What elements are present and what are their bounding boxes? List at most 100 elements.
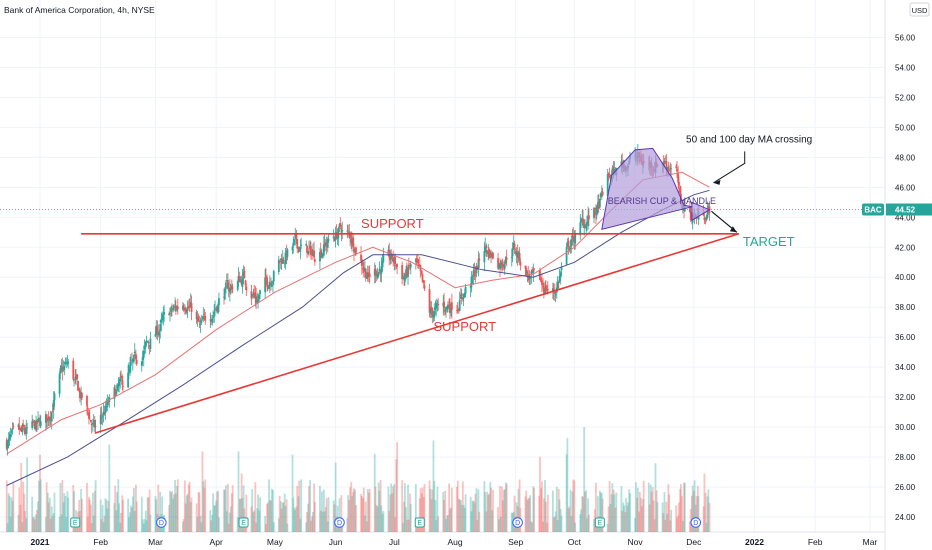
candle-body: [259, 290, 261, 295]
volume-bar: [680, 484, 682, 532]
candle-body: [51, 411, 54, 413]
volume-bar: [461, 481, 464, 532]
volume-bar: [284, 505, 287, 532]
volume-bar: [622, 502, 625, 532]
volume-bar: [486, 491, 489, 532]
volume-bar: [434, 500, 437, 532]
candle-body: [611, 168, 614, 175]
volume-bar: [307, 503, 310, 532]
candle-body: [296, 238, 299, 249]
earnings-marker[interactable]: E: [594, 517, 605, 528]
candle-body: [593, 207, 595, 218]
volume-bar: [430, 499, 433, 532]
candle-body: [566, 242, 569, 247]
candle-body: [669, 170, 672, 171]
volume-bar: [277, 518, 280, 532]
candle-body: [182, 307, 185, 309]
volume-bar: [654, 463, 657, 532]
volume-bar: [187, 484, 190, 532]
currency-button[interactable]: USD: [909, 2, 930, 17]
volume-bar: [666, 513, 669, 532]
candle-body: [266, 285, 269, 289]
candle-body: [92, 420, 95, 422]
volume-bar: [447, 514, 449, 532]
candle-body: [75, 376, 77, 380]
volume-bar: [375, 505, 378, 532]
earnings-marker[interactable]: E: [70, 517, 81, 528]
volume-bar: [131, 496, 134, 532]
volume-bar: [626, 505, 629, 532]
volume-bar: [394, 517, 397, 532]
candle-body: [542, 288, 545, 293]
volume-bar: [638, 511, 640, 532]
candle-body: [689, 211, 692, 220]
candle-body: [367, 272, 370, 275]
candle-body: [499, 261, 502, 268]
candle-body: [416, 259, 419, 264]
candle-body: [48, 418, 51, 422]
earnings-marker[interactable]: E: [238, 517, 249, 528]
time-axis[interactable]: 2021 Feb Mar Apr May Jun Jul Aug Sep Oct Nov Dec 202…: [31, 537, 878, 547]
volume-bar: [492, 489, 494, 532]
volume-bar: [556, 519, 559, 532]
volume-bar: [499, 516, 502, 532]
volume-bar: [122, 499, 124, 532]
volume-bar: [435, 519, 438, 532]
candle-body: [497, 264, 500, 269]
x-tick-label: 2022: [745, 537, 764, 547]
volume-bar: [667, 484, 670, 532]
volume-bar: [681, 496, 683, 532]
candle-body: [497, 258, 499, 269]
volume-bar: [227, 483, 229, 532]
dividend-marker[interactable]: D: [334, 517, 345, 528]
volume-bar: [214, 505, 216, 532]
candle-body: [608, 174, 611, 178]
volume-bar: [65, 516, 68, 532]
volume-bar: [32, 517, 34, 532]
candle-body: [421, 273, 424, 282]
dividend-marker[interactable]: D: [690, 517, 702, 528]
dividend-marker[interactable]: D: [156, 517, 167, 528]
volume-bar: [679, 489, 682, 532]
volume-bar: [257, 494, 259, 532]
earnings-marker[interactable]: E: [414, 517, 425, 528]
volume-bar: [218, 517, 220, 532]
candle-body: [378, 268, 381, 271]
volume-bar: [553, 516, 556, 532]
support-label-top: SUPPORT: [361, 216, 424, 231]
volume-bar: [189, 501, 192, 532]
candle-body: [143, 345, 146, 349]
dividend-marker[interactable]: D: [512, 517, 523, 528]
volume-bar: [513, 495, 516, 532]
volume-bar: [255, 522, 258, 532]
candle-body: [364, 268, 367, 278]
candle-body: [362, 267, 365, 271]
candle-body: [572, 235, 575, 241]
volume-bar: [544, 501, 547, 532]
volume-bar: [588, 514, 590, 532]
candle-body: [586, 221, 588, 226]
candle-body: [129, 365, 131, 372]
volume-bar: [525, 490, 528, 532]
volume-bar: [120, 512, 122, 532]
candle-body: [533, 268, 536, 270]
candle-body: [559, 272, 562, 277]
candle-body: [12, 426, 15, 427]
candle-body: [568, 246, 571, 251]
volume-bar: [204, 479, 207, 532]
volume-bar: [707, 489, 710, 532]
volume-bar: [182, 518, 185, 532]
volume-bar: [572, 479, 575, 532]
candle-body: [73, 379, 75, 380]
volume-bar: [593, 509, 596, 532]
volume-bar: [381, 513, 384, 532]
candle-body: [366, 276, 368, 279]
price-axis[interactable]: 24.00 26.00 28.00 30.00 32.00 34.00 36.00 38.00…: [862, 33, 932, 522]
volume-bar: [533, 487, 536, 532]
volume-bar: [420, 493, 423, 532]
volume-bar: [392, 486, 395, 532]
volume-bar: [610, 494, 613, 532]
volume-bar: [374, 486, 377, 532]
volume-bar: [223, 489, 225, 532]
